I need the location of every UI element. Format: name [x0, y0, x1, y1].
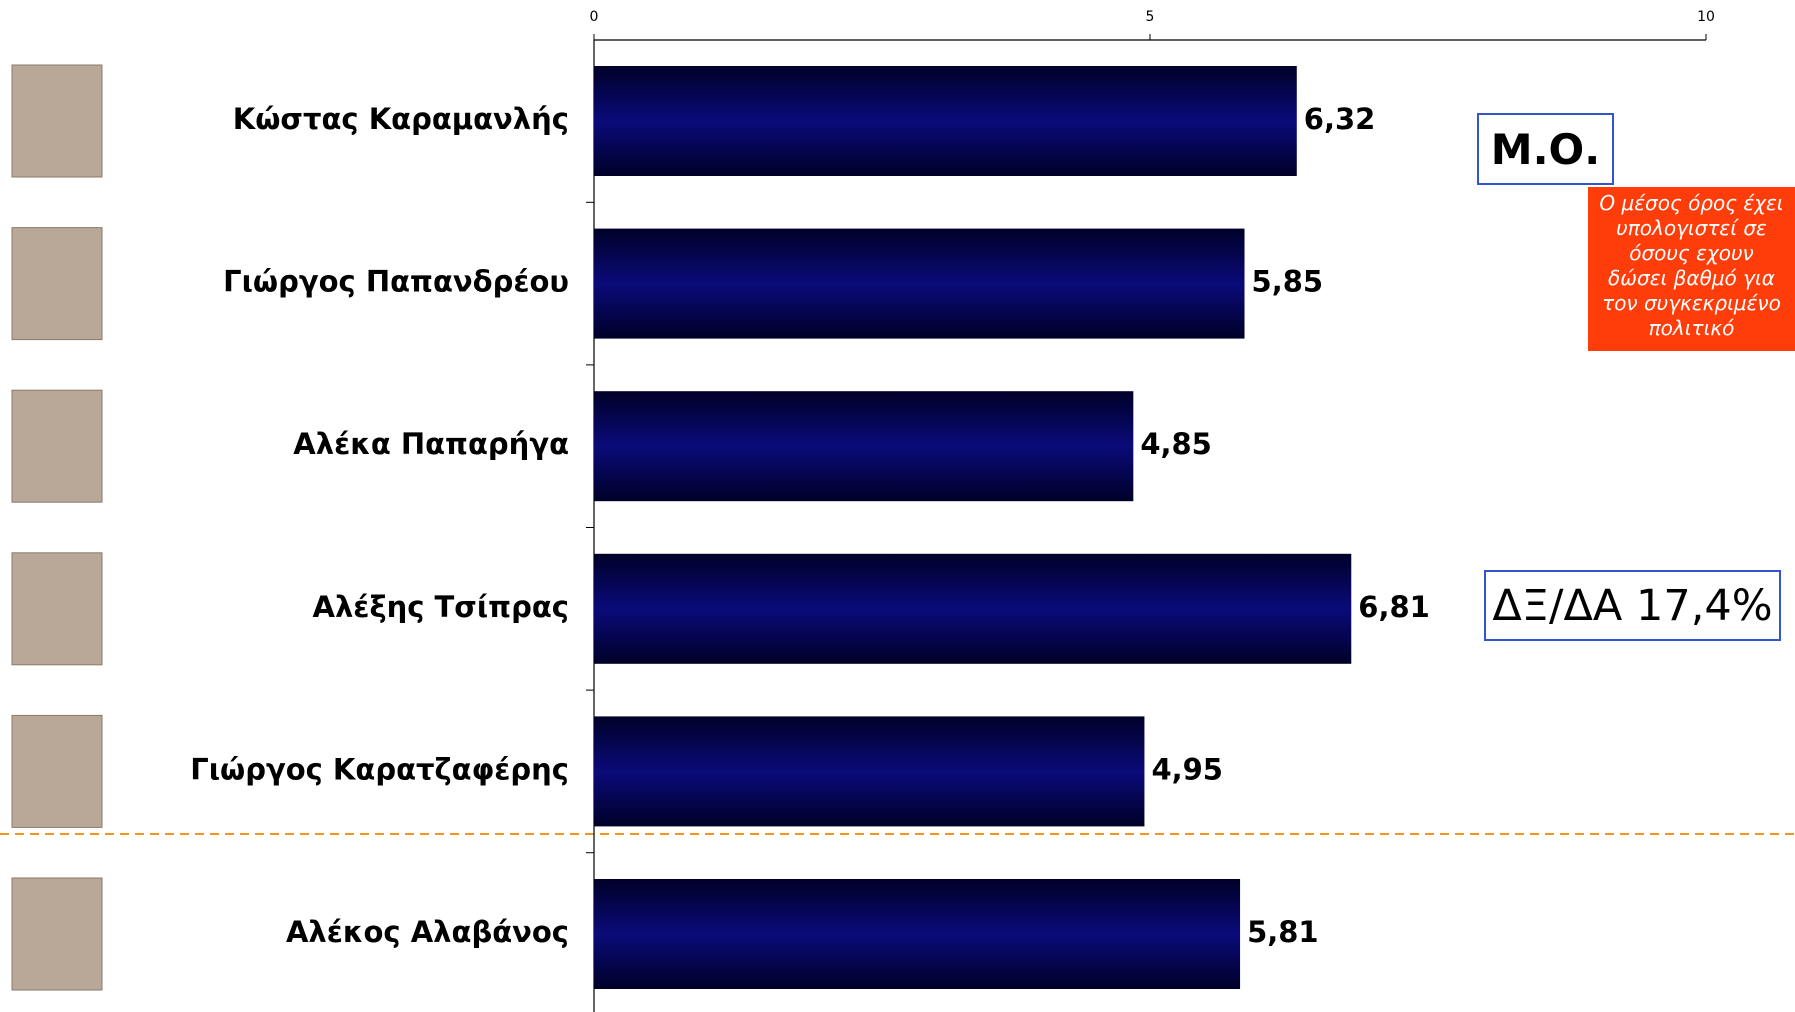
photo	[11, 877, 103, 991]
bar	[594, 66, 1297, 176]
category-label: Αλέκος Αλαβάνος	[286, 915, 569, 949]
x-tick-label: 5	[1146, 9, 1155, 25]
dkna-label: ΔΞ/ΔΑ 17,4%	[1484, 570, 1781, 641]
value-label: 6,81	[1358, 590, 1430, 624]
category-label: Γιώργος Παπανδρέου	[223, 265, 569, 299]
value-label: 5,85	[1252, 265, 1324, 299]
x-tick-label: 10	[1697, 9, 1715, 25]
category-label: Αλέξης Τσίπρας	[313, 590, 569, 624]
photo	[11, 64, 103, 178]
photo	[11, 227, 103, 341]
category-label: Κώστας Καραμανλής	[233, 102, 569, 136]
photo	[11, 389, 103, 503]
value-label: 4,85	[1140, 427, 1212, 461]
photo	[11, 714, 103, 828]
photo	[11, 552, 103, 666]
value-label: 4,95	[1151, 752, 1223, 786]
mean-label: Μ.Ο.	[1477, 113, 1614, 185]
bar	[594, 879, 1241, 989]
value-label: 6,32	[1304, 102, 1376, 136]
bar	[594, 228, 1245, 339]
bar	[594, 716, 1145, 827]
category-label: Αλέκα Παπαρήγα	[293, 427, 569, 461]
x-tick-label: 0	[590, 9, 599, 25]
bar	[594, 391, 1134, 502]
note: Ο μέσος όρος έχει υπολογιστεί σε όσους ε…	[1588, 187, 1795, 351]
bar	[594, 553, 1352, 664]
value-label: 5,81	[1247, 915, 1319, 949]
category-label: Γιώργος Καρατζαφέρης	[190, 752, 569, 786]
